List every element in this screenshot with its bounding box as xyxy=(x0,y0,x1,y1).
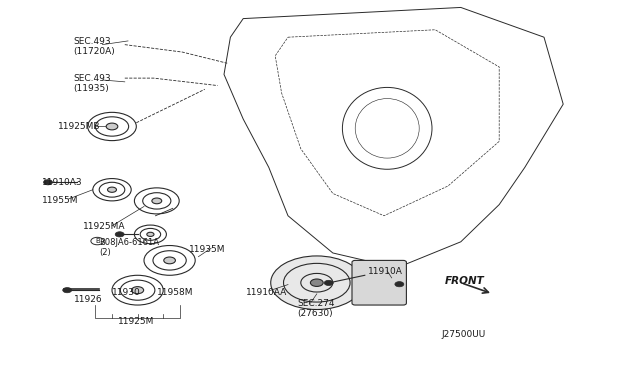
Circle shape xyxy=(147,232,154,237)
Text: 11910A: 11910A xyxy=(368,267,403,276)
Text: FRONT: FRONT xyxy=(445,276,484,286)
Circle shape xyxy=(63,288,72,293)
Text: J27500UU: J27500UU xyxy=(442,330,486,339)
Text: 11925M: 11925M xyxy=(118,317,155,326)
Circle shape xyxy=(44,180,52,185)
Text: 11910A3: 11910A3 xyxy=(42,178,82,187)
Circle shape xyxy=(271,256,363,310)
Text: 11930: 11930 xyxy=(112,288,141,296)
FancyBboxPatch shape xyxy=(352,260,406,305)
Circle shape xyxy=(324,280,333,286)
Circle shape xyxy=(152,198,162,204)
Circle shape xyxy=(108,187,116,192)
Circle shape xyxy=(310,279,323,286)
Text: 11958M: 11958M xyxy=(157,288,193,296)
Text: 11925MB: 11925MB xyxy=(58,122,100,131)
Text: SEC.274
(27630): SEC.274 (27630) xyxy=(298,299,335,318)
Circle shape xyxy=(106,123,118,130)
Text: SEC.493
(11935): SEC.493 (11935) xyxy=(74,74,111,93)
Text: B08JA6-6161A
(2): B08JA6-6161A (2) xyxy=(99,238,159,257)
Text: B: B xyxy=(95,238,100,244)
Text: 11955M: 11955M xyxy=(42,196,78,205)
Text: 11935M: 11935M xyxy=(189,245,225,254)
Text: 11926: 11926 xyxy=(74,295,102,304)
Text: 11910AA: 11910AA xyxy=(246,288,287,296)
Circle shape xyxy=(164,257,175,264)
Circle shape xyxy=(115,232,124,237)
Text: 11925MA: 11925MA xyxy=(83,222,125,231)
Circle shape xyxy=(395,282,404,287)
Text: SEC.493
(11720A): SEC.493 (11720A) xyxy=(74,37,115,56)
Circle shape xyxy=(132,287,143,294)
